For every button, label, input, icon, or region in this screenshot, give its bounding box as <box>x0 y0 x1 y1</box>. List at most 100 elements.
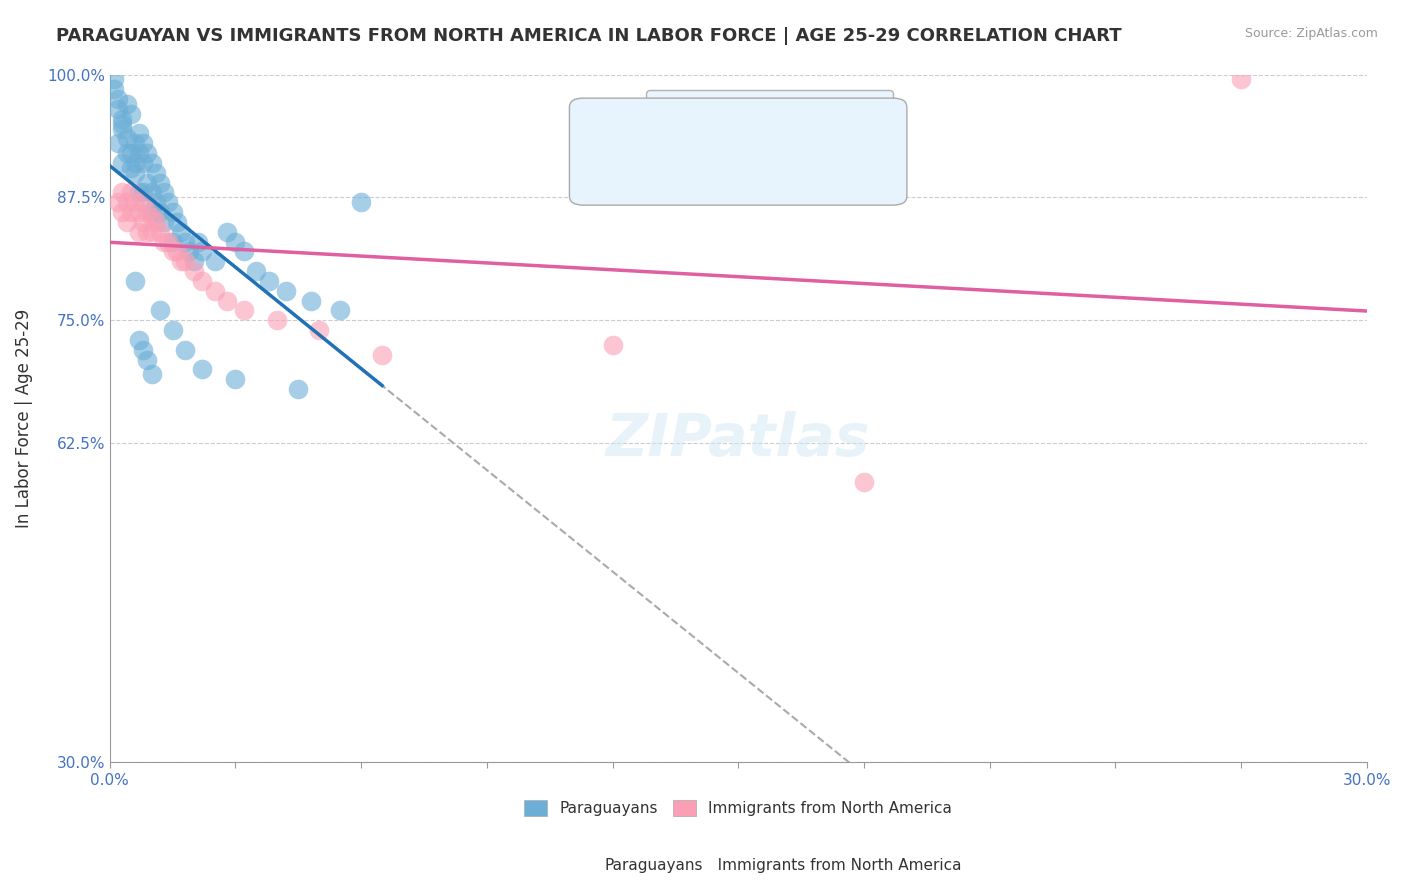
Point <box>287 382 309 396</box>
Point <box>371 348 394 362</box>
Point <box>141 156 163 170</box>
Point <box>174 235 197 249</box>
Point <box>132 343 155 357</box>
Point <box>120 161 142 175</box>
Text: Immigrants from North America: Immigrants from North America <box>703 858 962 872</box>
Point <box>115 131 138 145</box>
Point <box>132 215 155 229</box>
Point <box>350 195 373 210</box>
Point <box>141 186 163 200</box>
Point <box>308 323 330 337</box>
Point <box>162 235 184 249</box>
Point <box>224 372 246 386</box>
Point <box>111 112 134 126</box>
Point <box>132 136 155 151</box>
Point <box>132 186 155 200</box>
Point <box>136 205 159 219</box>
Point <box>299 293 322 308</box>
Point <box>204 284 226 298</box>
Point <box>149 176 172 190</box>
Point <box>128 333 150 347</box>
Point <box>115 146 138 161</box>
Point <box>103 82 125 96</box>
Point <box>111 186 134 200</box>
Text: ZIPatlas: ZIPatlas <box>606 410 870 467</box>
Point <box>191 362 214 376</box>
Point <box>128 205 150 219</box>
Point <box>257 274 280 288</box>
Point <box>170 254 193 268</box>
Point <box>153 215 176 229</box>
Point <box>136 146 159 161</box>
Point <box>115 195 138 210</box>
Point <box>111 205 134 219</box>
Point <box>191 274 214 288</box>
Point <box>217 225 239 239</box>
Point <box>166 244 188 259</box>
Point <box>266 313 288 327</box>
Legend: Paraguayans, Immigrants from North America: Paraguayans, Immigrants from North Ameri… <box>516 792 960 823</box>
Point <box>329 303 352 318</box>
Point <box>136 352 159 367</box>
Point <box>111 121 134 136</box>
Point <box>111 117 134 131</box>
Point <box>128 127 150 141</box>
Point <box>141 205 163 219</box>
Point <box>107 102 129 116</box>
Point <box>115 97 138 112</box>
Point <box>157 195 180 210</box>
Point <box>111 156 134 170</box>
Point <box>128 225 150 239</box>
Point <box>120 146 142 161</box>
Point <box>115 215 138 229</box>
Point <box>149 303 172 318</box>
Y-axis label: In Labor Force | Age 25-29: In Labor Force | Age 25-29 <box>15 309 32 528</box>
Point <box>124 195 146 210</box>
Point <box>149 205 172 219</box>
Point <box>145 215 167 229</box>
Point <box>136 176 159 190</box>
Point <box>187 235 209 249</box>
Point <box>141 210 163 224</box>
Point <box>170 225 193 239</box>
Point <box>274 284 297 298</box>
Point <box>145 166 167 180</box>
Point <box>1230 72 1253 87</box>
Point <box>132 195 155 210</box>
Point <box>183 264 205 278</box>
Point <box>166 215 188 229</box>
Point <box>132 156 155 170</box>
Point <box>124 156 146 170</box>
Point <box>224 235 246 249</box>
Point <box>153 186 176 200</box>
Point <box>124 136 146 151</box>
Text: Source: ZipAtlas.com: Source: ZipAtlas.com <box>1244 27 1378 40</box>
Point <box>120 186 142 200</box>
Point <box>124 166 146 180</box>
Point <box>245 264 267 278</box>
Point <box>128 186 150 200</box>
Point <box>162 323 184 337</box>
Point <box>107 195 129 210</box>
Point <box>145 195 167 210</box>
Point <box>204 254 226 268</box>
Point <box>124 274 146 288</box>
Point <box>174 343 197 357</box>
Text: Paraguayans: Paraguayans <box>605 858 703 872</box>
Point <box>141 368 163 382</box>
Point <box>107 136 129 151</box>
Point <box>136 225 159 239</box>
Point <box>179 244 201 259</box>
Point <box>162 205 184 219</box>
Point <box>217 293 239 308</box>
Point <box>183 254 205 268</box>
Point <box>149 225 172 239</box>
Point <box>107 92 129 106</box>
Point <box>103 72 125 87</box>
Point <box>191 244 214 259</box>
Point <box>157 235 180 249</box>
Point <box>232 303 254 318</box>
Point <box>128 146 150 161</box>
Point <box>120 205 142 219</box>
Point <box>852 475 875 490</box>
